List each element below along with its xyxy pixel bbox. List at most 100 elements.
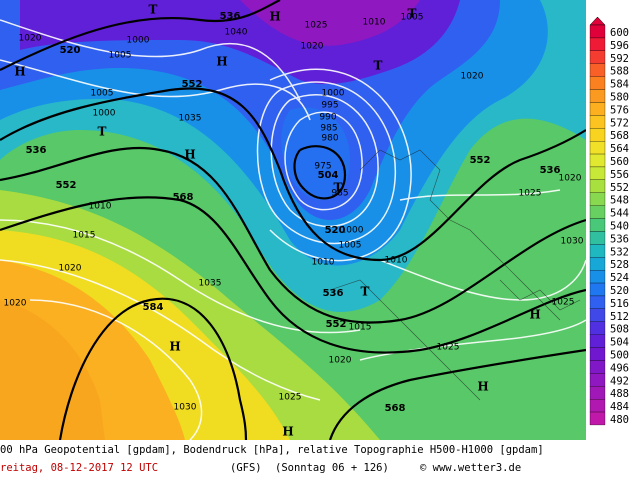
isobar-label: 1010 (312, 258, 335, 268)
colorbar-swatch (589, 347, 606, 361)
colorbar-swatch (589, 269, 606, 284)
geopotential-label: 536 (540, 165, 561, 176)
colorbar-swatch (589, 308, 606, 322)
isobar-label: 1020 (559, 174, 582, 184)
colorbar-swatch (589, 128, 606, 142)
colorbar-label: 516 (610, 298, 629, 310)
isobar-label: 1005 (339, 241, 362, 251)
colorbar-cap (589, 16, 606, 26)
colorbar-swatch (589, 295, 606, 310)
geopotential-label: 552 (56, 180, 77, 191)
caption-credit: © www.wetter3.de (420, 462, 521, 474)
isobar-label: 1025 (519, 189, 542, 199)
colorbar-label: 520 (610, 285, 629, 297)
colorbar-label: 524 (610, 272, 629, 284)
colorbar-swatch (589, 231, 606, 245)
colorbar-label: 480 (610, 414, 629, 426)
colorbar-label: 552 (610, 182, 629, 194)
colorbar-swatch (589, 115, 606, 129)
geopotential-label: 504 (318, 170, 339, 181)
geopotential-label: 552 (326, 319, 347, 330)
geopotential-label: 584 (143, 302, 164, 313)
colorbar-label: 600 (610, 27, 629, 39)
colorbar-label: 500 (610, 350, 629, 362)
geopotential-label: 568 (173, 192, 194, 203)
colorbar-label: 556 (610, 169, 629, 181)
caption-area (0, 440, 586, 480)
pressure-center: T (408, 7, 417, 21)
isobar-label: 1015 (349, 323, 372, 333)
colorbar-label: 564 (610, 143, 629, 155)
isobar-label: 1020 (329, 356, 352, 366)
colorbar-swatch (589, 244, 606, 258)
colorbar-swatch (589, 257, 606, 271)
isobar-label: 1000 (127, 36, 150, 46)
colorbar-label: 568 (610, 130, 629, 142)
colorbar-swatch (589, 140, 606, 155)
colorbar-swatch (589, 76, 606, 90)
colorbar-label: 584 (610, 79, 629, 91)
isobar-label: 1000 (341, 226, 364, 236)
colorbar-swatch (589, 398, 606, 413)
geopotential-label: 536 (323, 288, 344, 299)
geopotential-label: 536 (26, 145, 47, 156)
isobar-label: 995 (321, 101, 338, 111)
isobar-label: 980 (321, 134, 338, 144)
isobar-label: 1030 (561, 237, 584, 247)
pressure-center: H (477, 380, 488, 394)
colorbar-swatch (589, 386, 606, 400)
pressure-center: T (361, 285, 370, 299)
colorbar-swatch (589, 373, 606, 387)
isobar-label: 1020 (4, 299, 27, 309)
colorbar-swatch (589, 37, 606, 52)
isobar-label: 1025 (552, 298, 575, 308)
isobar-label: 1035 (179, 114, 202, 124)
isobar-label: 1010 (363, 18, 386, 28)
colorbar-swatch (589, 321, 606, 335)
caption-model: (GFS) (230, 462, 262, 474)
pressure-center: H (184, 148, 195, 162)
colorbar-swatch (589, 50, 606, 64)
colorbar-label: 572 (610, 117, 629, 129)
colorbar-label: 596 (610, 40, 629, 52)
isobar-label: 985 (320, 124, 337, 134)
colorbar-swatch (589, 179, 606, 193)
colorbar-label: 548 (610, 195, 629, 207)
colorbar-swatch (589, 218, 606, 232)
isobar-label: 1020 (19, 34, 42, 44)
colorbar-label: 580 (610, 92, 629, 104)
colorbar-label: 504 (610, 337, 629, 349)
colorbar-swatch (589, 102, 606, 116)
pressure-center: H (14, 65, 25, 79)
colorbar-label: 544 (610, 208, 629, 220)
colorbar-swatch (589, 192, 606, 206)
colorbar-label: 528 (610, 259, 629, 271)
geopotential-label: 520 (60, 45, 81, 56)
pressure-center: H (529, 308, 540, 322)
pressure-center: H (269, 10, 280, 24)
colorbar-label: 576 (610, 104, 629, 116)
isobar-label: 985 (331, 189, 348, 199)
colorbar-label: 588 (610, 66, 629, 78)
geopotential-label: 568 (385, 403, 406, 414)
colorbar-swatch (589, 334, 606, 348)
colorbar-swatch (589, 166, 606, 180)
isobar-label: 1020 (59, 264, 82, 274)
colorbar-label: 496 (610, 362, 629, 374)
map-labels: 536 520 552 536 552 568 552 536 504 520 536 552 584 5… (4, 3, 584, 439)
isobar-label: 1005 (401, 13, 424, 23)
pressure-center: T (98, 125, 107, 139)
isobar-label: 1005 (109, 51, 132, 61)
isobar-label: 1010 (89, 202, 112, 212)
colorbar-swatch (589, 360, 606, 374)
isobar-label: 1025 (305, 21, 328, 31)
isobar-label: 1035 (199, 279, 222, 289)
colorbar-swatch (589, 153, 606, 168)
isobar-label: 1020 (301, 42, 324, 52)
geopotential-label: 536 (220, 11, 241, 22)
caption-date: reitag, 08-12-2017 12 UTC (0, 462, 158, 474)
geopotential-label: 520 (325, 225, 346, 236)
colorbar-swatch (589, 24, 606, 39)
colorbar-label: 508 (610, 324, 629, 336)
